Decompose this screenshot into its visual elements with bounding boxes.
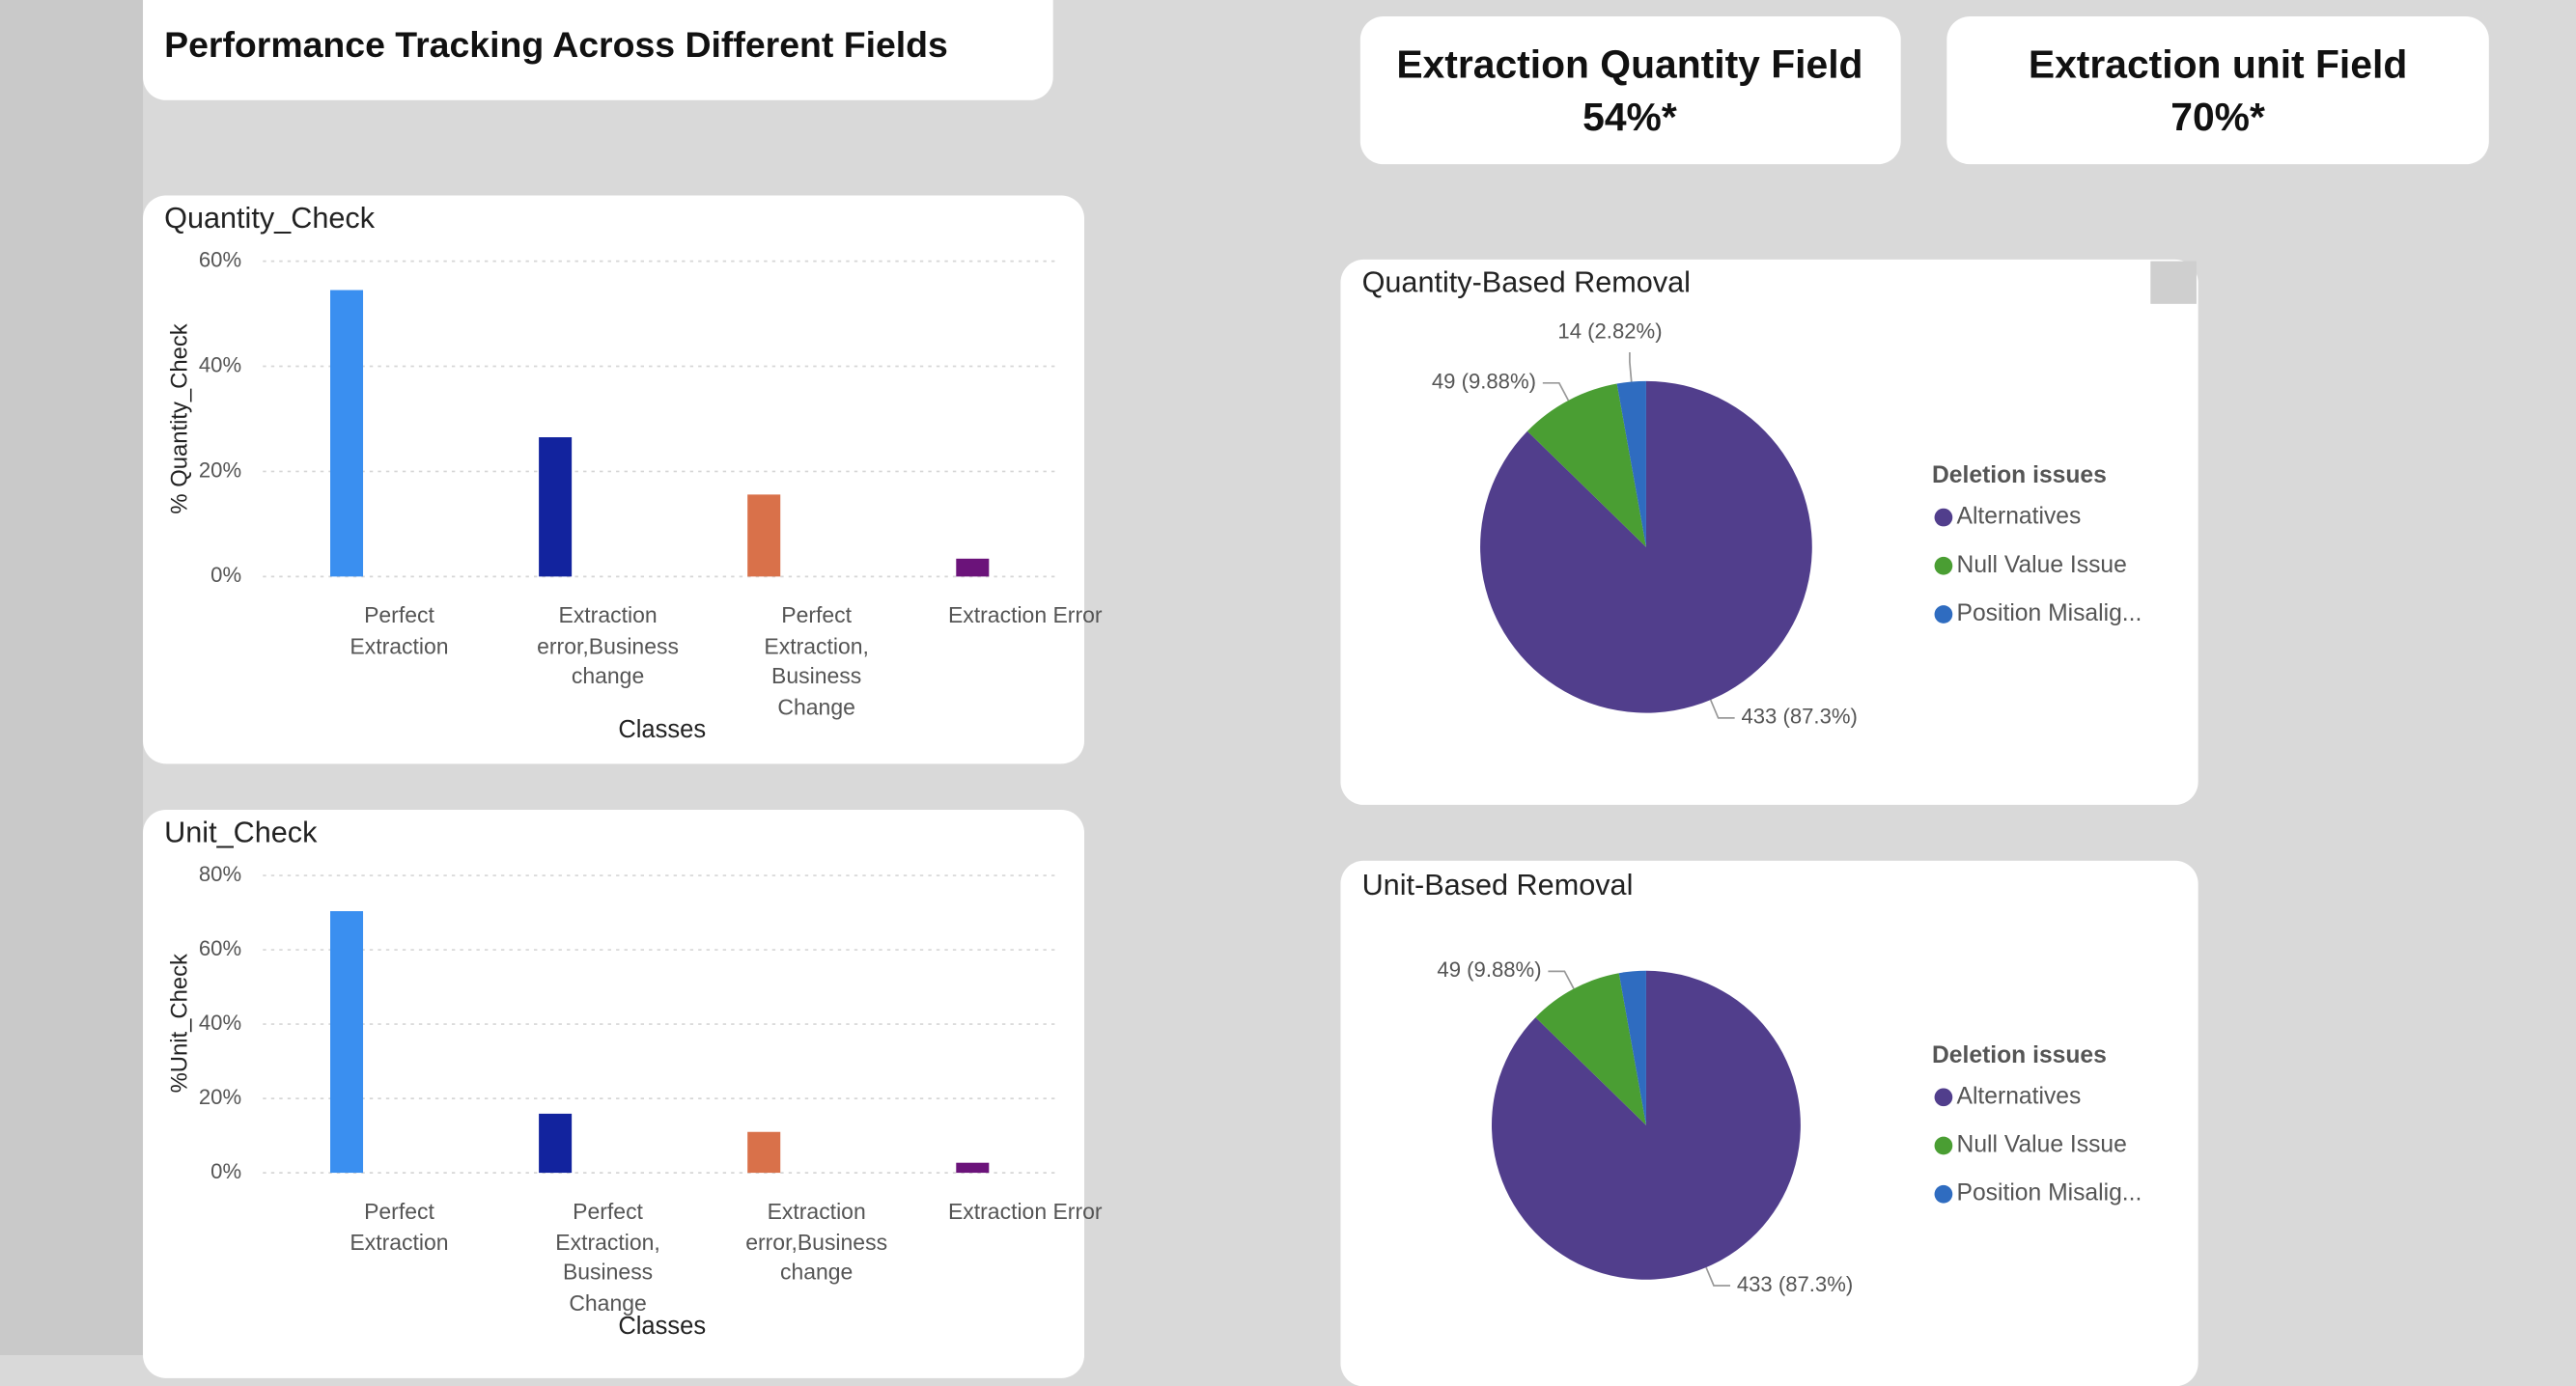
x-axis-label: Classes — [618, 716, 706, 743]
pie-slice — [1616, 380, 1646, 547]
legend-title: Deletion issues — [1932, 462, 2107, 488]
leader-line — [1629, 351, 1633, 382]
dashboard-title: Performance Tracking Across Different Fi… — [164, 24, 948, 65]
leader-line — [1705, 1266, 1731, 1287]
bar — [747, 494, 781, 577]
y-tick-label: 20% — [199, 1085, 241, 1109]
x-tick-label: Perfect Extraction, Business Change — [555, 1199, 660, 1316]
leader-line — [1548, 970, 1575, 989]
legend-label: Alternatives — [1957, 504, 2082, 530]
chart-title: Unit_Check — [164, 817, 318, 849]
bar — [330, 911, 364, 1174]
legend-marker — [1934, 1136, 1953, 1155]
y-tick-label: 40% — [199, 352, 241, 376]
leader-line — [1542, 381, 1570, 402]
title-card — [143, 0, 1053, 100]
chart-title: Quantity_Check — [164, 202, 376, 235]
kpi-card — [1359, 16, 1901, 165]
dashboard: Performance Tracking Across Different Fi… — [0, 0, 2489, 1386]
legend-marker — [1934, 605, 1953, 624]
y-tick-label: 0% — [210, 563, 241, 587]
x-tick-label: Extraction Error — [947, 602, 1103, 628]
y-tick-label: 60% — [199, 247, 241, 271]
y-tick-label: 40% — [199, 1011, 241, 1035]
pie-slice — [1480, 380, 1812, 713]
legend-label: Position Misalig... — [1957, 1180, 2142, 1206]
bar — [956, 1162, 990, 1174]
pie-slice — [1491, 970, 1801, 1280]
bar — [747, 1131, 781, 1174]
kpi-label: Extraction unit Field — [2029, 42, 2407, 87]
data-label: 433 (87.3%) — [1737, 1272, 1853, 1296]
legend-marker — [1934, 556, 1953, 575]
chart-card — [143, 809, 1085, 1378]
leader-line — [1709, 699, 1735, 719]
legend-marker — [1934, 1184, 1953, 1204]
legend-label: Null Value Issue — [1957, 1132, 2127, 1158]
kpi-value: 70%* — [2170, 95, 2265, 139]
y-tick-label: 0% — [210, 1159, 241, 1183]
data-label: 49 (9.88%) — [1437, 957, 1541, 982]
kpi-value: 54%* — [1582, 95, 1677, 139]
x-tick-label: Extraction Error — [947, 1199, 1103, 1224]
bar — [539, 437, 573, 577]
data-label: 14 (2.82%) — [1557, 319, 1662, 343]
legend-label: Alternatives — [1957, 1083, 2082, 1109]
side-strip — [0, 0, 144, 1356]
legend-marker — [1934, 1088, 1953, 1107]
legend-marker — [1934, 508, 1953, 527]
pie-slice — [1535, 973, 1646, 1125]
legend-title: Deletion issues — [1932, 1042, 2107, 1068]
x-tick-label: Perfect Extraction — [350, 602, 449, 658]
pie-slice — [1618, 970, 1646, 1125]
y-tick-label: 60% — [199, 936, 241, 960]
page: Performance Tracking Across Different Fi… — [0, 0, 2489, 1386]
x-tick-label: Extraction error,Business change — [745, 1199, 888, 1285]
chart-card — [143, 195, 1085, 764]
chart-title: Quantity-Based Removal — [1362, 266, 1691, 299]
x-tick-label: Perfect Extraction, Business Change — [764, 602, 869, 719]
kpi-label: Extraction Quantity Field — [1396, 42, 1862, 87]
x-axis-label: Classes — [618, 1313, 706, 1340]
y-tick-label: 20% — [199, 457, 241, 482]
bar — [956, 558, 990, 577]
legend-label: Null Value Issue — [1957, 552, 2127, 578]
data-label: 49 (9.88%) — [1432, 370, 1536, 394]
pie-slice — [1526, 383, 1646, 547]
bar — [330, 290, 364, 577]
legend-label: Position Misalig... — [1957, 600, 2142, 626]
x-tick-label: Perfect Extraction — [350, 1199, 449, 1255]
chart-title: Unit-Based Removal — [1362, 869, 1634, 901]
y-axis-label: %Unit_Check — [166, 954, 192, 1093]
data-label: 433 (87.3%) — [1741, 705, 1857, 729]
bar — [539, 1113, 573, 1174]
kpi-card — [1946, 16, 2489, 165]
x-tick-label: Extraction error,Business change — [537, 602, 679, 689]
chart-layer: Performance Tracking Across Different Fi… — [164, 24, 2407, 1340]
y-tick-label: 80% — [199, 862, 241, 886]
y-axis-label: % Quantity_Check — [166, 323, 192, 513]
focus-icon[interactable] — [2150, 261, 2197, 304]
